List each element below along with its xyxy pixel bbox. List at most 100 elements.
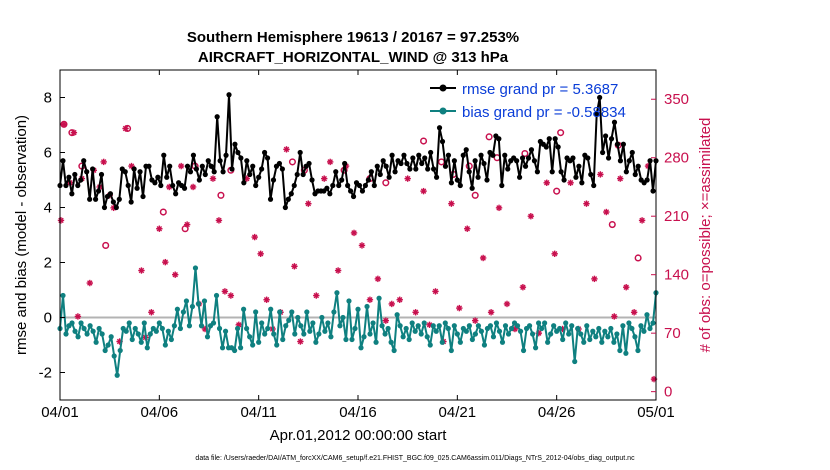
bias-point bbox=[599, 339, 605, 345]
obs-assimilated-marker bbox=[456, 304, 463, 312]
y-right-tick-label: 0 bbox=[664, 384, 672, 401]
bias-point bbox=[539, 325, 545, 332]
rmse-point bbox=[161, 152, 167, 158]
rmse-point bbox=[377, 171, 383, 178]
bias-point bbox=[102, 347, 108, 354]
rmse-point bbox=[276, 160, 283, 167]
rmse-point bbox=[422, 155, 428, 161]
rmse-point bbox=[543, 144, 549, 150]
bias-point bbox=[313, 339, 319, 345]
obs-assimilated-marker bbox=[630, 309, 638, 316]
bias-point bbox=[472, 331, 478, 337]
bias-point bbox=[418, 331, 424, 337]
obs-assimilated-marker bbox=[215, 217, 223, 224]
rmse-point bbox=[433, 174, 440, 180]
rmse-point bbox=[63, 182, 69, 189]
obs-assimilated-stroke bbox=[597, 171, 604, 178]
bias-point bbox=[548, 331, 554, 337]
bias-point bbox=[557, 325, 563, 332]
bias-point bbox=[72, 328, 78, 334]
rmse-point bbox=[632, 171, 638, 178]
rmse-point bbox=[514, 158, 520, 164]
rmse-point bbox=[164, 174, 170, 180]
rmse-point bbox=[90, 166, 96, 172]
rmse-point bbox=[374, 163, 380, 169]
bias-point bbox=[192, 265, 199, 271]
obs-assimilated-marker bbox=[297, 338, 304, 345]
rmse-point bbox=[448, 180, 455, 186]
rmse-point bbox=[647, 158, 653, 164]
rmse-point bbox=[336, 182, 342, 189]
rmse-point bbox=[597, 94, 603, 101]
bias-point bbox=[183, 298, 190, 304]
obs-assimilated-marker bbox=[611, 313, 618, 320]
y-right-tick-label: 280 bbox=[664, 150, 689, 167]
bias-point bbox=[328, 334, 334, 340]
bias-point bbox=[262, 331, 268, 337]
rmse-point bbox=[528, 147, 535, 153]
bias-point bbox=[415, 323, 421, 329]
obs-assimilated-stroke bbox=[496, 205, 502, 211]
rmse-point bbox=[386, 174, 392, 180]
rmse-point bbox=[208, 163, 214, 169]
rmse-point bbox=[481, 160, 487, 167]
obs-assimilated-marker bbox=[448, 200, 455, 207]
bias-point bbox=[376, 295, 382, 301]
obs-assimilated-marker bbox=[221, 288, 229, 295]
bias-point bbox=[180, 309, 187, 315]
bias-point bbox=[322, 328, 328, 334]
y-axis-label-left: rmse and bias (model - observation) bbox=[13, 115, 30, 355]
obs-assimilated-stroke bbox=[210, 175, 216, 182]
rmse-point bbox=[205, 158, 211, 164]
rmse-point bbox=[472, 158, 478, 164]
bias-point bbox=[382, 331, 388, 337]
rmse-point bbox=[294, 171, 300, 178]
bias-point bbox=[385, 325, 391, 332]
rmse-point bbox=[525, 155, 532, 161]
bias-point bbox=[198, 323, 205, 329]
rmse-point bbox=[635, 163, 641, 169]
rmse-point bbox=[463, 147, 469, 153]
bias-point bbox=[316, 331, 322, 337]
obs-assimilated-marker bbox=[366, 296, 374, 303]
obs-assimilated-stroke bbox=[631, 309, 637, 316]
obs-assimilated-marker bbox=[388, 300, 395, 308]
obs-assimilated-marker bbox=[495, 204, 503, 212]
obs-assimilated-marker bbox=[404, 175, 411, 182]
bias-point bbox=[454, 331, 460, 337]
rmse-point bbox=[614, 141, 621, 147]
obs-assimilated-stroke bbox=[156, 225, 163, 232]
rmse-point bbox=[110, 199, 116, 205]
bias-point bbox=[289, 309, 295, 315]
rmse-point bbox=[101, 204, 108, 211]
rmse-point bbox=[223, 152, 229, 158]
bias-point bbox=[286, 317, 292, 323]
rmse-point bbox=[371, 182, 377, 189]
bias-point bbox=[81, 325, 87, 332]
rmse-point bbox=[261, 149, 268, 156]
obs-assimilated-marker bbox=[623, 284, 630, 291]
obs-assimilated-stroke bbox=[426, 322, 433, 328]
bias-point bbox=[590, 328, 596, 334]
bias-point bbox=[129, 336, 135, 343]
obs-assimilated-stroke bbox=[305, 200, 312, 207]
rmse-point bbox=[333, 169, 339, 175]
rmse-point bbox=[84, 169, 90, 175]
obs-assimilated-marker bbox=[283, 146, 290, 153]
bias-point bbox=[517, 328, 524, 334]
obs-assimilated-stroke bbox=[551, 251, 558, 257]
y-right-tick-label: 350 bbox=[664, 91, 689, 108]
rmse-point bbox=[256, 174, 262, 180]
bias-point bbox=[436, 323, 442, 329]
bias-point bbox=[391, 347, 397, 354]
bias-point bbox=[105, 342, 111, 348]
bias-point bbox=[439, 339, 445, 345]
obs-assimilated-marker bbox=[567, 179, 574, 186]
bias-point bbox=[364, 303, 370, 310]
rmse-point bbox=[650, 188, 656, 194]
obs-assimilated-stroke bbox=[75, 313, 81, 320]
bias-point bbox=[280, 336, 286, 343]
bias-point bbox=[581, 339, 587, 345]
rmse-point bbox=[608, 136, 615, 142]
